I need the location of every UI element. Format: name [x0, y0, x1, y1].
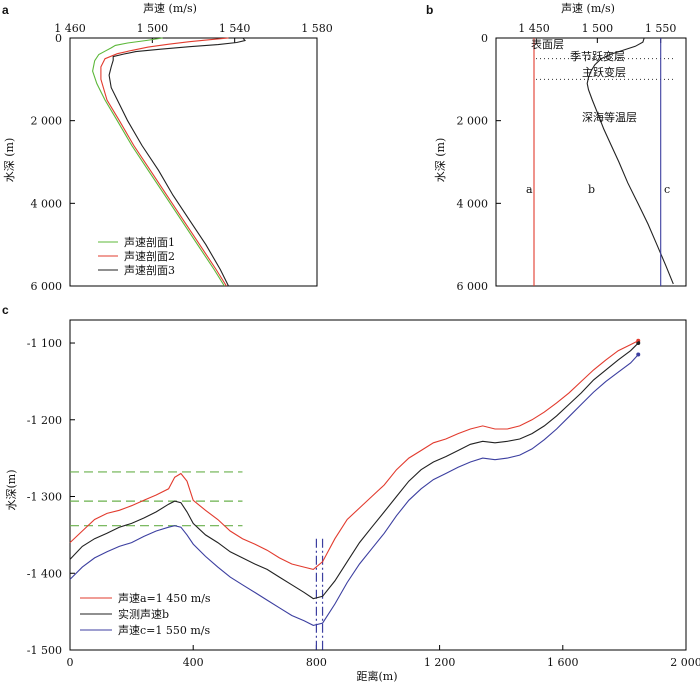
y-tick-label: 0 — [55, 32, 62, 45]
x-tick-label: 1 500 — [582, 22, 614, 35]
panel-b: b 声速 (m/s) 水深 (m) 1 450 1 500 1 550 0 2 000… — [426, 1, 687, 293]
legend-label-c: 声速c=1 550 m/s — [118, 623, 211, 637]
y-tick-label: 2 000 — [31, 115, 63, 128]
y-tick-label: 4 000 — [31, 197, 63, 210]
panel-c-frame — [69, 319, 687, 651]
panel-a-ylabel: 水深 (m) — [3, 138, 16, 183]
x-tick-label: 1 200 — [424, 656, 456, 669]
curve-label-a: a — [526, 183, 533, 196]
layer-label-surface: 表面层 — [531, 37, 564, 51]
curve-label-b: b — [588, 183, 595, 196]
series-line — [69, 354, 639, 626]
x-tick-label: 1 550 — [645, 22, 677, 35]
panel-b-frame — [495, 37, 687, 287]
series-line — [69, 340, 639, 571]
legend-label-3: 声速剖面3 — [124, 263, 175, 277]
layer-label-main-thermocline: 主跃变层 — [582, 65, 626, 79]
x-tick-label: 1 540 — [219, 22, 251, 35]
panel-a-letter: a — [2, 3, 9, 17]
panel-b-ylabel: 水深 (m) — [434, 138, 447, 183]
series-line — [92, 37, 225, 287]
legend-label-b: 实测声速b — [118, 607, 169, 621]
layer-label-seasonal-thermocline: 季节跃变层 — [570, 49, 625, 63]
panel-a-xlabel: 声速 (m/s) — [143, 1, 197, 15]
x-tick-label: 1 460 — [54, 22, 86, 35]
panel-b-xlabel: 声速 (m/s) — [561, 1, 615, 15]
series-line — [100, 37, 229, 287]
x-tick-label: 1 500 — [137, 22, 169, 35]
panel-c-ylabel: 水深(m) — [5, 469, 18, 510]
y-tick-label: 2 000 — [457, 115, 489, 128]
panel-c: c 水深(m) 距离(m) 0 400 800 1 200 1 600 2 000 -1 … — [2, 303, 700, 683]
panel-a: a 声速 (m/s) 水深 (m) 1 460 1 500 1 540 1 580 0… — [2, 1, 333, 293]
y-tick-label: -1 400 — [27, 567, 62, 580]
panel-c-xlabel: 距离(m) — [356, 669, 397, 683]
series-line — [108, 37, 246, 287]
panel-c-legend: 声速a=1 450 m/s 实测声速b 声速c=1 550 m/s — [80, 591, 211, 637]
y-tick-label: 6 000 — [457, 280, 489, 293]
panel-c-letter: c — [2, 303, 9, 317]
x-tick-label: 1 450 — [518, 22, 550, 35]
x-tick-label: 2 000 — [670, 656, 700, 669]
y-tick-label: -1 100 — [27, 337, 62, 350]
curve-label-c: c — [664, 183, 670, 196]
series-line — [69, 342, 639, 600]
y-tick-label: -1 200 — [27, 414, 62, 427]
y-tick-label: 4 000 — [457, 197, 489, 210]
y-tick-label: 0 — [481, 32, 488, 45]
panel-b-letter: b — [426, 3, 433, 17]
x-tick-label: 400 — [183, 656, 204, 669]
y-tick-label: -1 500 — [27, 644, 62, 657]
x-tick-label: 1 580 — [301, 22, 333, 35]
panel-a-frame — [69, 37, 318, 287]
legend-label-a: 声速a=1 450 m/s — [118, 591, 211, 605]
layer-label-deep-isothermal: 深海等温层 — [582, 110, 637, 124]
series-line — [586, 37, 674, 285]
x-tick-label: 0 — [67, 656, 74, 669]
y-tick-label: 6 000 — [31, 280, 63, 293]
panel-a-legend: 声速剖面1 声速剖面2 声速剖面3 — [98, 235, 175, 277]
legend-label-2: 声速剖面2 — [124, 249, 175, 263]
y-tick-label: -1 300 — [27, 491, 62, 504]
legend-label-1: 声速剖面1 — [124, 235, 175, 249]
x-tick-label: 800 — [306, 656, 327, 669]
x-tick-label: 1 600 — [547, 656, 579, 669]
